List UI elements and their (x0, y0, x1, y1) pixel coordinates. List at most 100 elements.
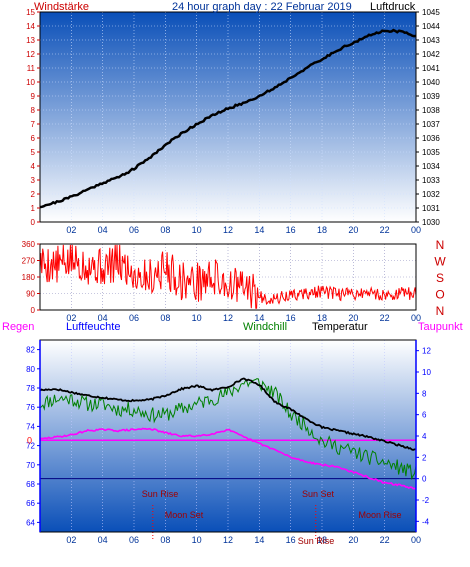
x-tick-label: 08 (160, 225, 170, 235)
temperature-axes: 02 04 06 08 10 12 14 16 18 20 22 006466687072747678… (26, 339, 431, 546)
y-tick-label: 1041 (422, 64, 440, 73)
y-tick-label: 5 (31, 148, 36, 157)
y-tick-label: 1043 (422, 36, 440, 45)
y-tick-label: 2 (422, 453, 427, 462)
y-tick-label: 66 (26, 499, 35, 508)
direction-letter: O (435, 288, 444, 302)
x-tick-label: 16 (286, 313, 296, 323)
astro-annotation: Moon Rise (358, 510, 401, 520)
y-tick-label: 74 (26, 422, 35, 431)
x-tick-label: 10 (192, 535, 202, 545)
y-tick-label: 360 (22, 240, 36, 249)
x-tick-label: 20 (348, 535, 358, 545)
y-tick-label: 14 (26, 22, 35, 31)
x-tick-label: 06 (129, 535, 139, 545)
y-tick-label: -2 (422, 496, 430, 505)
y-tick-label: 3 (31, 176, 36, 185)
x-tick-label: 18 (317, 225, 327, 235)
y-tick-label: -4 (422, 517, 430, 526)
legend-dewpoint: Taupunkt (418, 321, 463, 333)
y-tick-label: 9 (31, 92, 36, 101)
x-tick-label: 00 (411, 535, 421, 545)
x-tick-label: 14 (254, 535, 264, 545)
astro-annotation: Sun Rise (142, 489, 179, 499)
x-tick-label: 22 (380, 313, 390, 323)
y-tick-label: 1 (31, 204, 36, 213)
rain-zero-label: 0 (27, 435, 32, 445)
y-tick-label: 72 (26, 442, 35, 451)
y-tick-label: 10 (422, 368, 431, 377)
y-tick-label: 70 (26, 461, 35, 470)
x-tick-label: 02 (66, 535, 76, 545)
x-tick-label: 12 (223, 225, 233, 235)
y-tick-label: 1030 (422, 218, 440, 227)
y-tick-label: 1036 (422, 134, 440, 143)
temperature-series (39, 377, 417, 540)
x-tick-label: 12 (223, 313, 233, 323)
y-tick-label: 4 (31, 162, 36, 171)
y-tick-label: 0 (422, 475, 427, 484)
x-tick-label: 12 (223, 535, 233, 545)
y-tick-label: 80 (26, 365, 35, 374)
y-tick-label: 13 (26, 36, 35, 45)
temperature-line (39, 377, 417, 451)
x-tick-label: 20 (348, 313, 358, 323)
x-tick-label: 16 (286, 535, 296, 545)
y-tick-label: 7 (31, 120, 36, 129)
y-tick-label: 10 (26, 78, 35, 87)
y-tick-label: 6 (31, 134, 36, 143)
y-tick-label: 64 (26, 518, 35, 527)
y-tick-label: 90 (26, 290, 35, 299)
x-tick-label: 02 (66, 225, 76, 235)
y-tick-label: 6 (422, 411, 427, 420)
legend-temperature: Temperatur (312, 321, 368, 333)
page-title: 24 hour graph day : 22 Februar 2019 (172, 1, 352, 13)
x-tick-label: 22 (380, 225, 390, 235)
x-tick-label: 14 (254, 313, 264, 323)
legend-humidity: Luftfeuchte (66, 321, 120, 333)
y-tick-label: 1042 (422, 50, 440, 59)
y-tick-label: 82 (26, 346, 35, 355)
y-tick-label: 1032 (422, 190, 440, 199)
x-tick-label: 08 (160, 313, 170, 323)
x-tick-label: 08 (160, 535, 170, 545)
wind-pressure-series (40, 30, 417, 209)
y-tick-label: 1037 (422, 120, 440, 129)
y-tick-label: 1040 (422, 78, 440, 87)
x-tick-label: 04 (98, 225, 108, 235)
y-tick-label: 4 (422, 432, 427, 441)
wind-direction-line (39, 244, 417, 309)
y-tick-label: 0 (31, 218, 36, 227)
y-tick-label: 11 (27, 64, 36, 73)
y-tick-label: 180 (22, 273, 36, 282)
dewpoint-line (39, 427, 417, 490)
x-tick-label: 14 (254, 225, 264, 235)
y-tick-label: 68 (26, 480, 35, 489)
x-tick-label: 06 (129, 225, 139, 235)
legend-windchill: Windchill (243, 321, 287, 333)
y-tick-label: 2 (31, 190, 36, 199)
y-tick-label: 1035 (422, 148, 440, 157)
x-tick-label: 10 (192, 313, 202, 323)
astro-annotation: Sun Rise (298, 536, 335, 546)
y-tick-label: 1033 (422, 176, 440, 185)
direction-letter: W (434, 255, 446, 269)
y-tick-label: 1045 (422, 8, 440, 17)
direction-letter: S (436, 271, 444, 285)
x-tick-label: 04 (98, 313, 108, 323)
y-tick-label: 12 (422, 347, 431, 356)
y-tick-label: 12 (26, 50, 35, 59)
direction-letter: N (436, 238, 445, 252)
x-tick-label: 18 (317, 535, 327, 545)
wind-pressure-axes: 02 04 06 08 10 12 14 16 18 20 22 000123456789101112… (26, 8, 440, 235)
x-tick-label: 16 (286, 225, 296, 235)
wind-axis-title: Windstärke (34, 1, 89, 13)
y-tick-label: 8 (31, 106, 36, 115)
y-tick-label: 0 (31, 306, 36, 315)
x-tick-label: 00 (411, 225, 421, 235)
y-tick-label: 1039 (422, 92, 440, 101)
y-tick-label: 1034 (422, 162, 440, 171)
